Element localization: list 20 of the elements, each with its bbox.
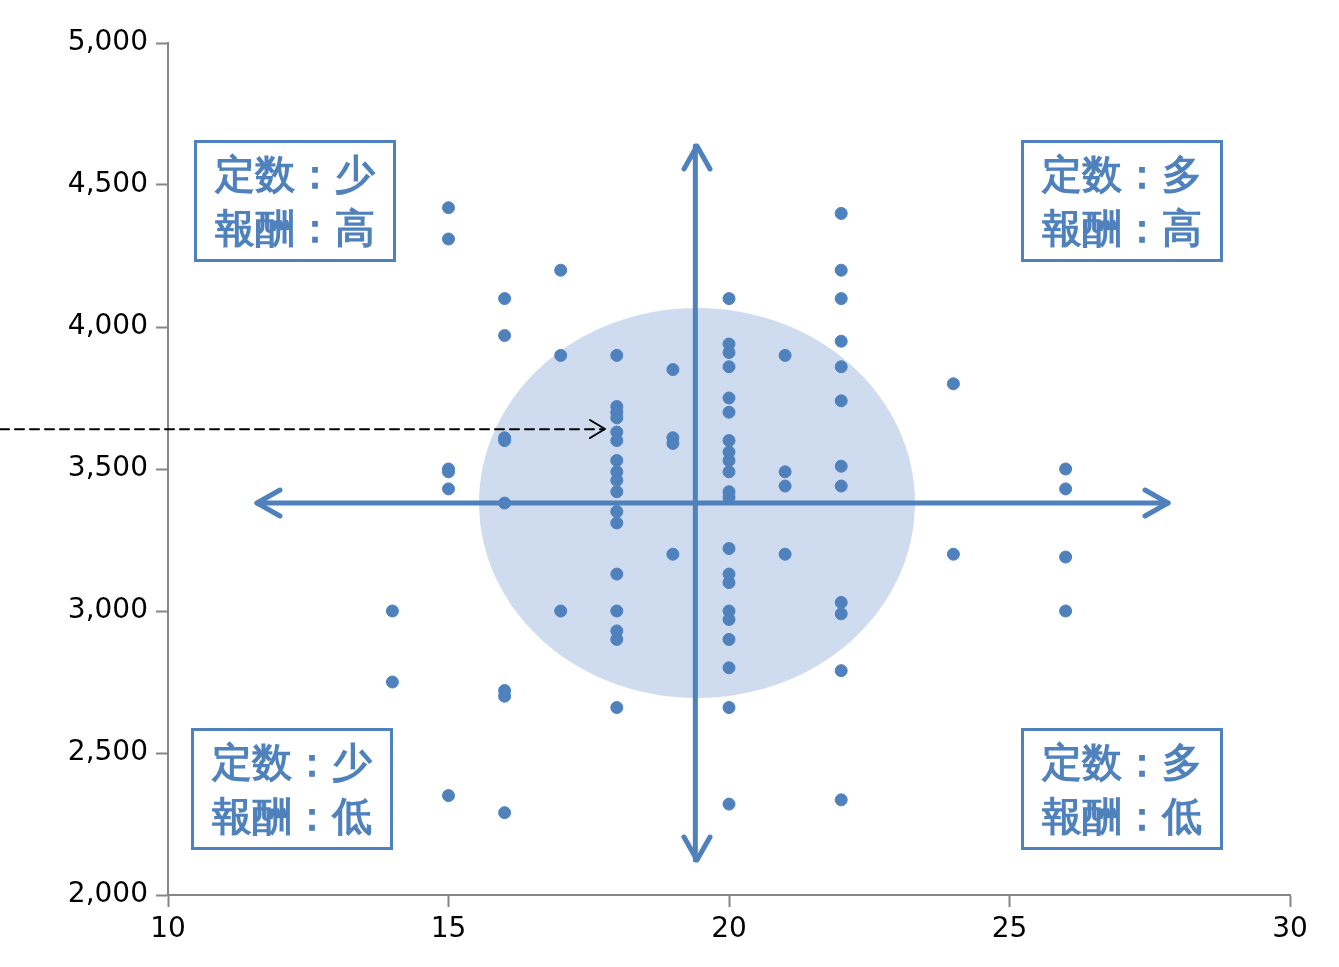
annotation: 報酬：低 (212, 791, 372, 841)
annotation: 定数：少 (212, 737, 372, 787)
x-tick-label: 20 (711, 911, 747, 945)
y-tick-label: 2,000 (67, 876, 148, 910)
y-tick-label: 3,500 (67, 450, 148, 484)
annotation: 定数：多 (1042, 737, 1202, 787)
annotation: 定数：多 (1042, 149, 1202, 199)
y-tick-label: 3,000 (67, 592, 148, 626)
annotation: 報酬：低 (1042, 791, 1202, 841)
x-tick-label: 30 (1272, 911, 1308, 945)
y-tick-label: 4,000 (67, 308, 148, 342)
x-tick-label: 25 (991, 911, 1028, 945)
y-tick-label: 2,500 (67, 734, 148, 768)
annotation: 定数：少 (215, 149, 375, 199)
x-tick-label: 15 (430, 911, 467, 945)
y-tick-label: 5,000 (67, 24, 148, 58)
x-tick-label: 10 (150, 911, 186, 945)
annotation: 報酬：高 (215, 203, 375, 253)
annotation: 報酬：高 (1042, 203, 1202, 253)
y-tick-label: 4,500 (67, 166, 148, 200)
